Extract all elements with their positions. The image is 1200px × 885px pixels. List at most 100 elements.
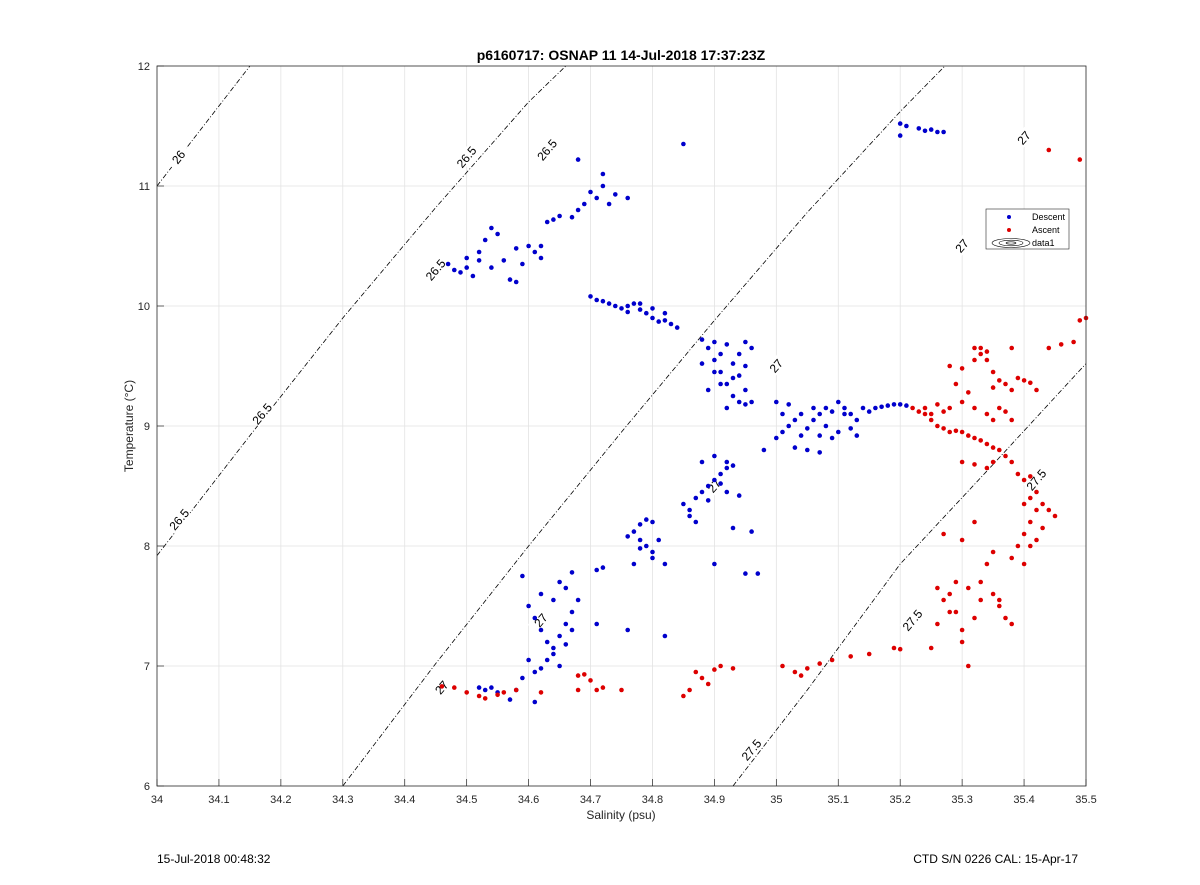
legend[interactable]: Descent Ascent data1	[985, 208, 1070, 250]
data-point	[997, 405, 1002, 411]
data-point	[978, 579, 983, 585]
grid	[157, 66, 1086, 786]
data-point	[551, 645, 556, 651]
data-point	[600, 685, 606, 690]
contour-label-bg	[534, 136, 560, 164]
data-point	[959, 429, 965, 435]
data-point	[712, 339, 717, 345]
data-point	[1009, 417, 1014, 423]
legend-marker-descent	[1007, 215, 1011, 219]
data-point	[749, 529, 754, 534]
data-point	[705, 387, 711, 393]
data-point	[644, 310, 649, 316]
data-point	[557, 579, 562, 585]
legend-marker-data1	[991, 238, 1031, 248]
data-point	[482, 237, 488, 243]
data-point	[792, 417, 798, 423]
data-point	[972, 345, 977, 351]
data-point	[743, 571, 748, 576]
data-point	[1052, 513, 1058, 519]
x-tick-label: 35.5	[1075, 794, 1096, 806]
data-point	[997, 597, 1002, 603]
data-point	[538, 243, 544, 249]
data-point	[650, 519, 655, 525]
data-point	[575, 673, 581, 678]
data-point	[712, 357, 717, 363]
data-point	[780, 663, 785, 669]
data-point	[476, 249, 482, 255]
data-point	[625, 534, 630, 539]
data-point	[526, 243, 531, 249]
data-point	[997, 378, 1002, 383]
data-point	[1003, 381, 1008, 387]
data-point	[681, 501, 686, 507]
data-point	[1003, 615, 1008, 621]
data-point	[904, 403, 909, 408]
data-point	[984, 441, 990, 447]
data-point	[532, 699, 538, 705]
data-point	[730, 375, 736, 381]
data-point	[668, 321, 674, 327]
data-point	[563, 585, 569, 591]
data-point	[594, 687, 599, 693]
data-point	[922, 128, 928, 134]
data-point	[712, 477, 717, 483]
data-point	[749, 399, 754, 405]
data-point	[879, 404, 884, 410]
data-point	[600, 183, 606, 189]
data-point	[513, 246, 519, 251]
footer-timestamp: 15-Jul-2018 00:48:32	[157, 852, 271, 866]
data-point	[780, 429, 785, 435]
data-point	[885, 403, 891, 408]
data-point	[482, 696, 488, 701]
contour-label-bg	[738, 736, 764, 764]
data-point	[699, 489, 705, 495]
data-point	[959, 639, 965, 645]
data-point	[1028, 543, 1033, 549]
data-point	[972, 435, 977, 441]
data-point	[464, 265, 470, 270]
data-points	[439, 121, 1089, 705]
data-point	[656, 319, 661, 324]
data-point	[1003, 409, 1008, 414]
data-point	[817, 450, 822, 455]
data-point	[897, 402, 903, 407]
data-point	[482, 687, 488, 693]
data-point	[674, 325, 680, 330]
data-point	[588, 189, 593, 195]
data-point	[644, 543, 649, 549]
data-point	[662, 561, 668, 567]
data-point	[613, 192, 618, 197]
data-point	[798, 433, 804, 438]
data-point	[501, 690, 507, 695]
data-point	[842, 405, 847, 411]
data-point	[724, 405, 730, 411]
data-point	[687, 687, 692, 693]
y-tick-label: 8	[144, 541, 150, 553]
data-point	[928, 127, 934, 132]
data-point	[817, 433, 822, 438]
data-point	[705, 483, 711, 489]
data-point	[1046, 345, 1052, 351]
data-point	[650, 549, 655, 555]
data-point	[972, 462, 977, 467]
data-point	[811, 405, 816, 411]
data-point	[984, 465, 990, 471]
data-point	[681, 141, 686, 147]
data-point	[897, 121, 903, 126]
data-point	[997, 603, 1002, 609]
data-point	[1046, 507, 1052, 513]
data-point	[551, 651, 556, 657]
data-point	[557, 633, 562, 639]
data-point	[836, 429, 841, 435]
data-point	[520, 261, 525, 267]
x-tick-label: 35	[770, 794, 782, 806]
data-point	[458, 270, 463, 275]
data-point	[736, 399, 742, 405]
data-point	[489, 225, 494, 231]
data-point	[805, 447, 810, 453]
contour-label-bg	[1023, 466, 1049, 494]
data-point	[575, 597, 581, 603]
data-point	[984, 349, 990, 354]
data-point	[476, 685, 482, 690]
